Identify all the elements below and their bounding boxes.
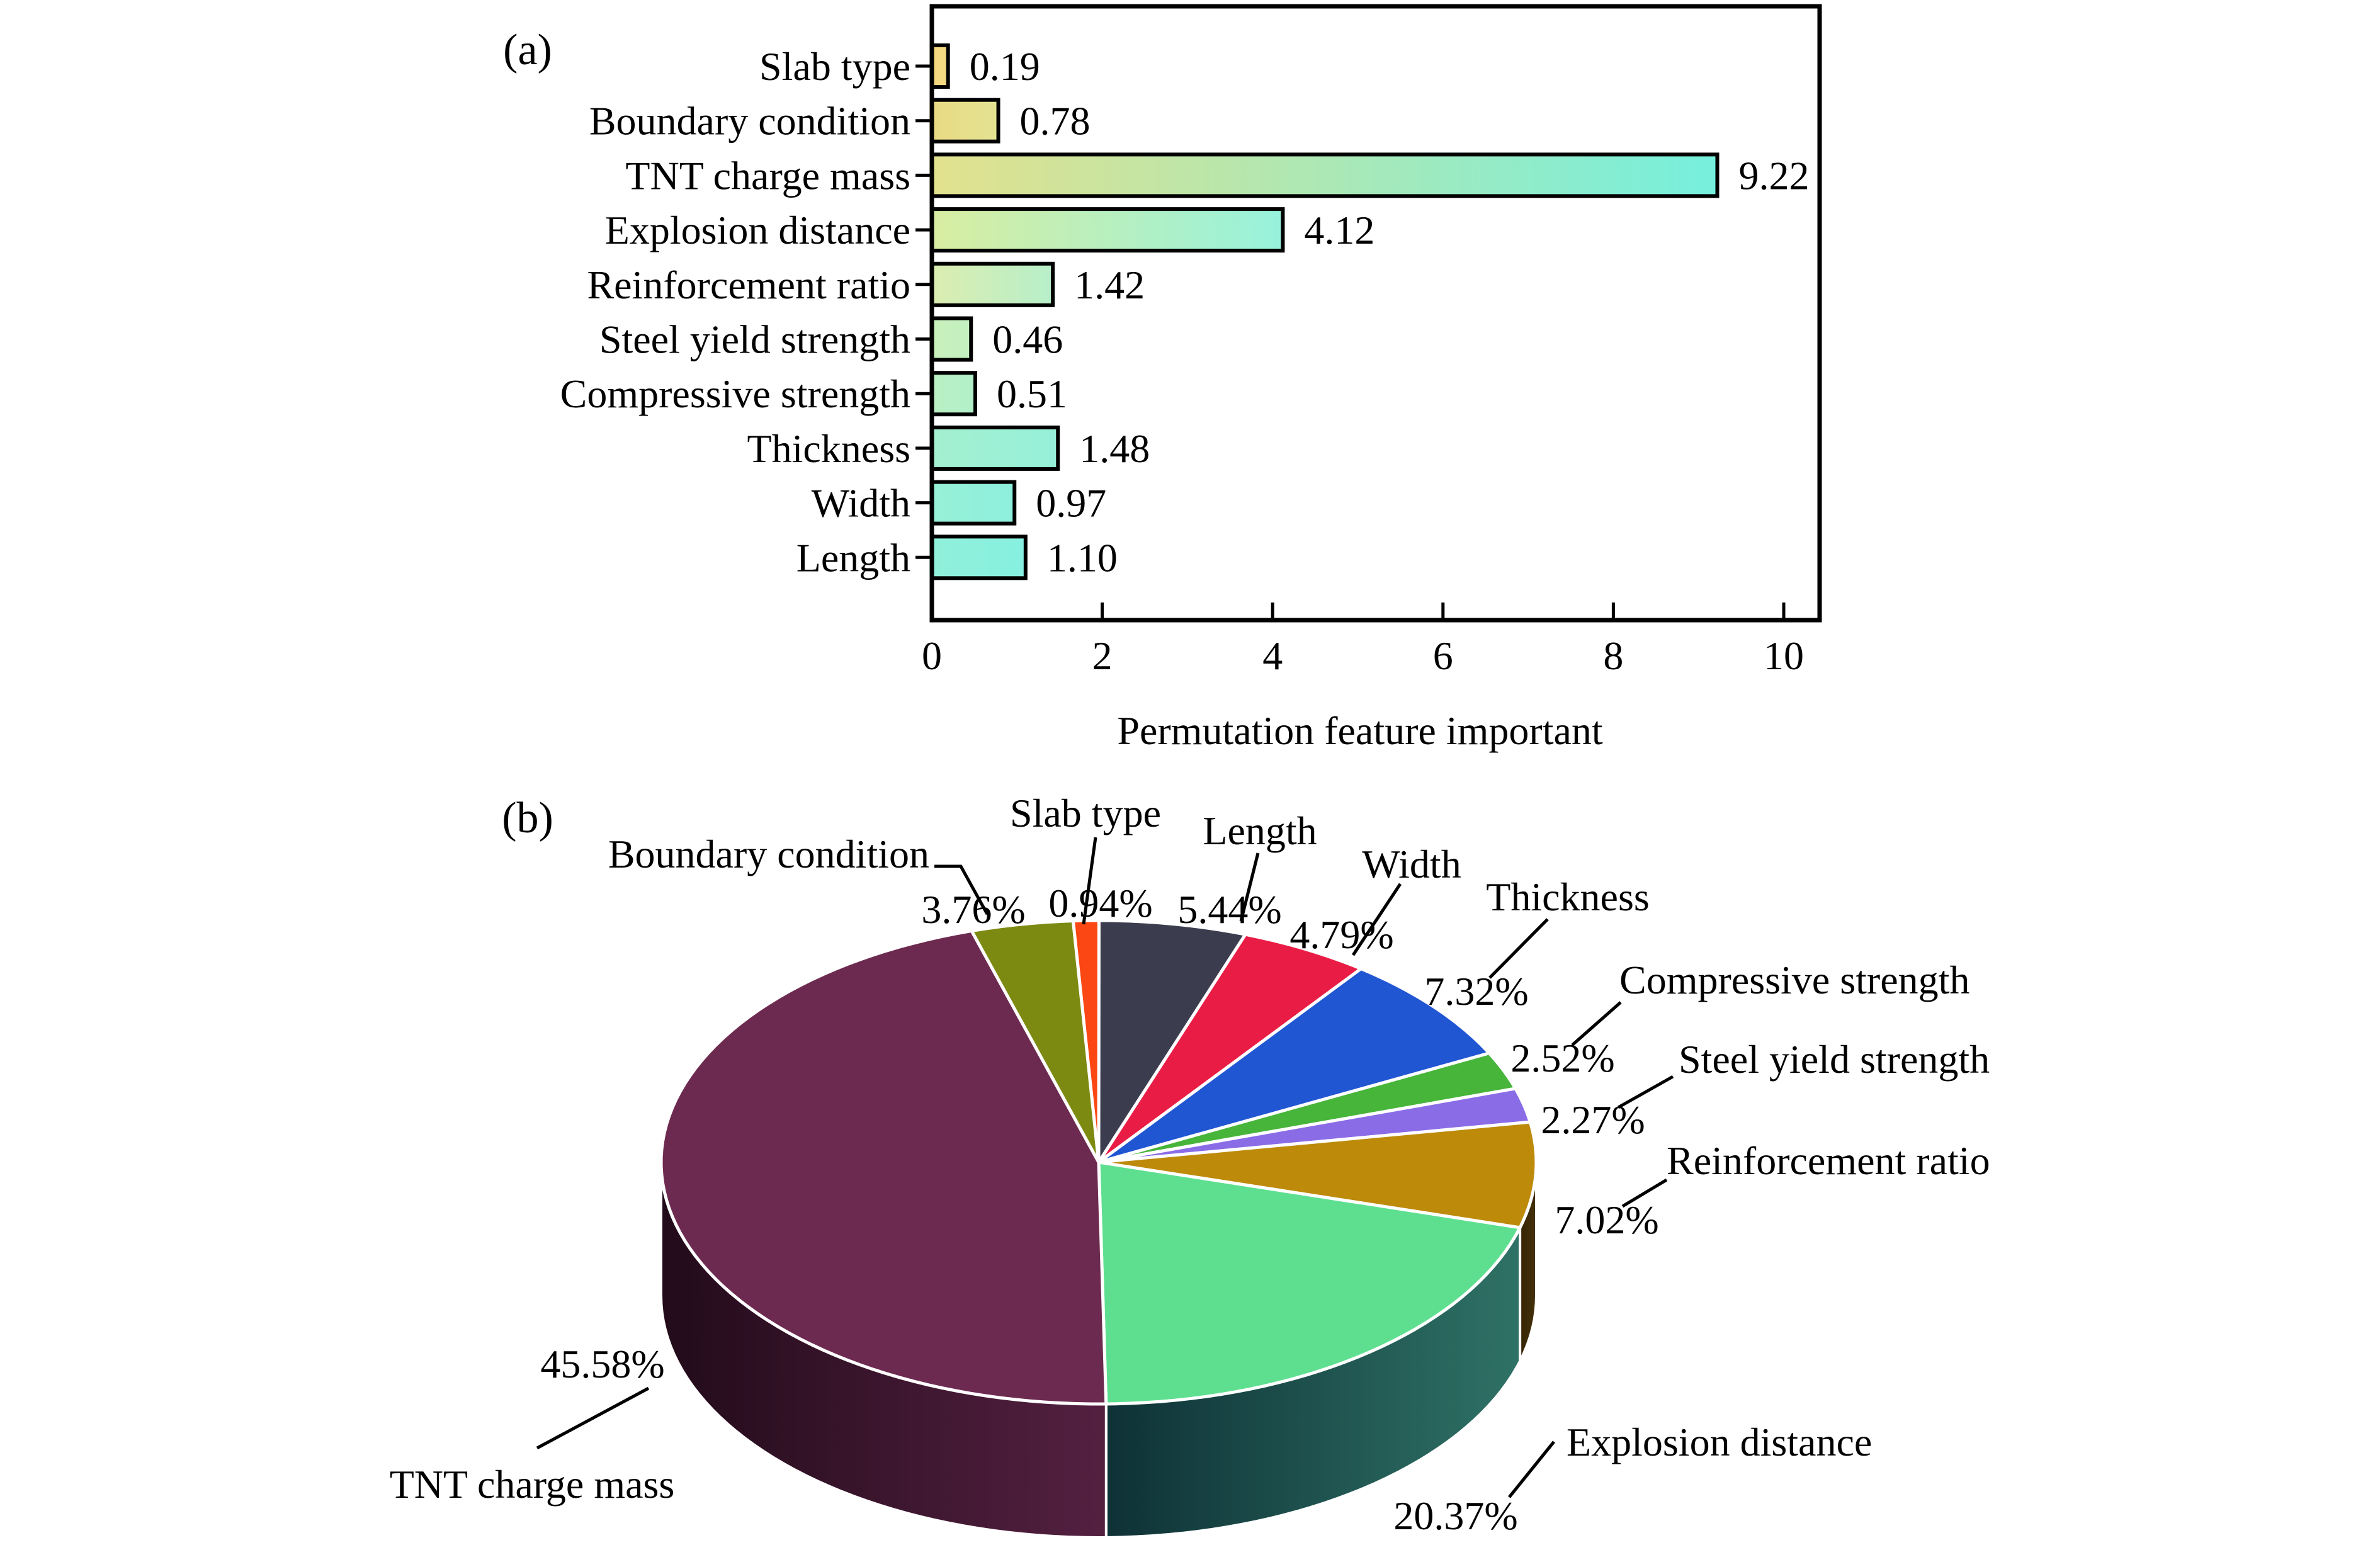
bar-category-label: Reinforcement ratio: [587, 263, 910, 307]
leader-line-width: [1351, 883, 1402, 956]
pie-slice-length: [1097, 919, 1247, 1164]
bar-plot-frame: [929, 4, 1822, 623]
pie-label-length: Length: [1203, 808, 1317, 853]
leader-line-compressive-strength: [1571, 1001, 1622, 1046]
pie-label-reinforcement-ratio: Reinforcement ratio: [1667, 1138, 1990, 1183]
pie-pct-explosion-distance: 20.37%: [1393, 1493, 1517, 1538]
bar-thickness: [930, 425, 1060, 471]
x-tick-label: 8: [1603, 633, 1623, 678]
pie-chart-panel: (b) Boundary condition 3.76% Slab type 0.94…: [390, 791, 1990, 1539]
bar-category-label: Thickness: [747, 426, 911, 471]
bar-category-label: Explosion distance: [605, 208, 910, 252]
pie-pct-reinforcement-ratio: 7.02%: [1555, 1197, 1658, 1242]
bar-reinforcement-ratio: [930, 261, 1055, 307]
pie-pct-tnt-charge-mass: 45.58%: [540, 1342, 664, 1386]
bar-chart-panel: (a) Slab type 0.19 Boundary condition 0.78 T…: [503, 4, 1822, 753]
pie-slice-explosion-distance: [1097, 1160, 1522, 1406]
pie-label-tnt-charge-mass: TNT charge mass: [390, 1462, 675, 1507]
pie-slice-slab-type: [1071, 919, 1101, 1164]
pie-leader-lines: [536, 837, 1674, 1498]
x-tick-label: 0: [922, 633, 942, 678]
bar-value-label: 1.42: [1074, 263, 1145, 307]
bar-value-label: 0.51: [997, 371, 1067, 416]
bar-value-label: 4.12: [1304, 208, 1374, 252]
bar-length: [930, 535, 1028, 580]
bar-value-label: 0.78: [1020, 99, 1091, 144]
panel-b-tag: (b): [502, 794, 553, 842]
pie-label-slab-type: Slab type: [1010, 791, 1161, 835]
leader-line-thickness: [1488, 918, 1549, 979]
x-tick-label: 2: [1092, 633, 1113, 678]
bar-steel-yield-strength: [930, 316, 973, 362]
pie-pct-boundary-condition: 3.76%: [921, 887, 1025, 932]
pie-pct-slab-type: 0.94%: [1048, 881, 1152, 925]
bar-category-label: Slab type: [759, 44, 910, 89]
pie-pct-steel-yield-strength: 2.27%: [1541, 1097, 1645, 1142]
pie-slice-tnt-charge-mass: [659, 929, 1108, 1406]
leader-line-slab-type: [1082, 837, 1097, 925]
pie-pct-compressive-strength: 2.52%: [1510, 1036, 1614, 1080]
pie-slice-boundary-condition: [970, 919, 1101, 1164]
pie-label-thickness: Thickness: [1486, 874, 1650, 919]
pie-label-steel-yield-strength: Steel yield strength: [1679, 1037, 1990, 1082]
pie-label-compressive-strength: Compressive strength: [1619, 958, 1969, 1002]
bar-width: [930, 480, 1017, 526]
bar-category-label: Length: [796, 535, 910, 580]
pie-slice-thickness: [1097, 967, 1491, 1164]
bar-value-label: 0.97: [1036, 481, 1106, 526]
pie-pct-thickness: 7.32%: [1424, 969, 1528, 1014]
leader-line-reinforcement-ratio: [1621, 1178, 1668, 1208]
bar-value-label: 1.10: [1047, 535, 1118, 580]
pie-pct-length: 5.44%: [1177, 887, 1281, 932]
bar-value-label: 0.19: [970, 44, 1040, 89]
bar-explosion-distance: [930, 207, 1285, 253]
leader-line-tnt-charge-mass: [536, 1386, 650, 1450]
leader-line-length: [1239, 852, 1260, 922]
bar-compressive-strength: [930, 371, 978, 417]
bar-category-label: Compressive strength: [560, 371, 910, 416]
x-axis-title: Permutation feature important: [1117, 708, 1603, 753]
pie-top-faces: [659, 919, 1538, 1406]
bar-category-label: Width: [812, 481, 910, 526]
x-tick-label: 10: [1764, 633, 1804, 678]
leader-line-explosion-distance: [1508, 1440, 1555, 1498]
pie-slice-width: [1097, 932, 1363, 1164]
leader-line-boundary-condition: [934, 864, 989, 915]
bar-value-label: 0.46: [992, 317, 1063, 362]
x-tick-label: 4: [1262, 633, 1283, 678]
pie-labels: Boundary condition 3.76% Slab type 0.94% Len…: [390, 791, 1990, 1538]
pie-label-explosion-distance: Explosion distance: [1567, 1420, 1872, 1464]
x-tick-label: 6: [1433, 633, 1453, 678]
bar-value-label: 9.22: [1738, 153, 1809, 198]
pie-label-width: Width: [1362, 842, 1461, 886]
panel-a-tag: (a): [503, 26, 552, 74]
bar-value-label: 1.48: [1079, 426, 1150, 471]
pie-slice-reinforcement-ratio: [1097, 1120, 1538, 1230]
bar-boundary-condition: [930, 98, 1000, 144]
bar-category-label: TNT charge mass: [625, 153, 910, 198]
bar-tnt-charge-mass: [930, 152, 1720, 198]
pie-pct-width: 4.79%: [1289, 912, 1393, 957]
bar-slab-type: [930, 43, 950, 89]
bar-category-label: Steel yield strength: [599, 317, 910, 362]
bar-plot-area: Slab type 0.19 Boundary condition 0.78 TNT c…: [560, 43, 1809, 678]
leader-line-steel-yield-strength: [1617, 1075, 1674, 1109]
bar-category-label: Boundary condition: [589, 99, 910, 144]
pie-label-boundary-condition: Boundary condition: [608, 832, 929, 876]
